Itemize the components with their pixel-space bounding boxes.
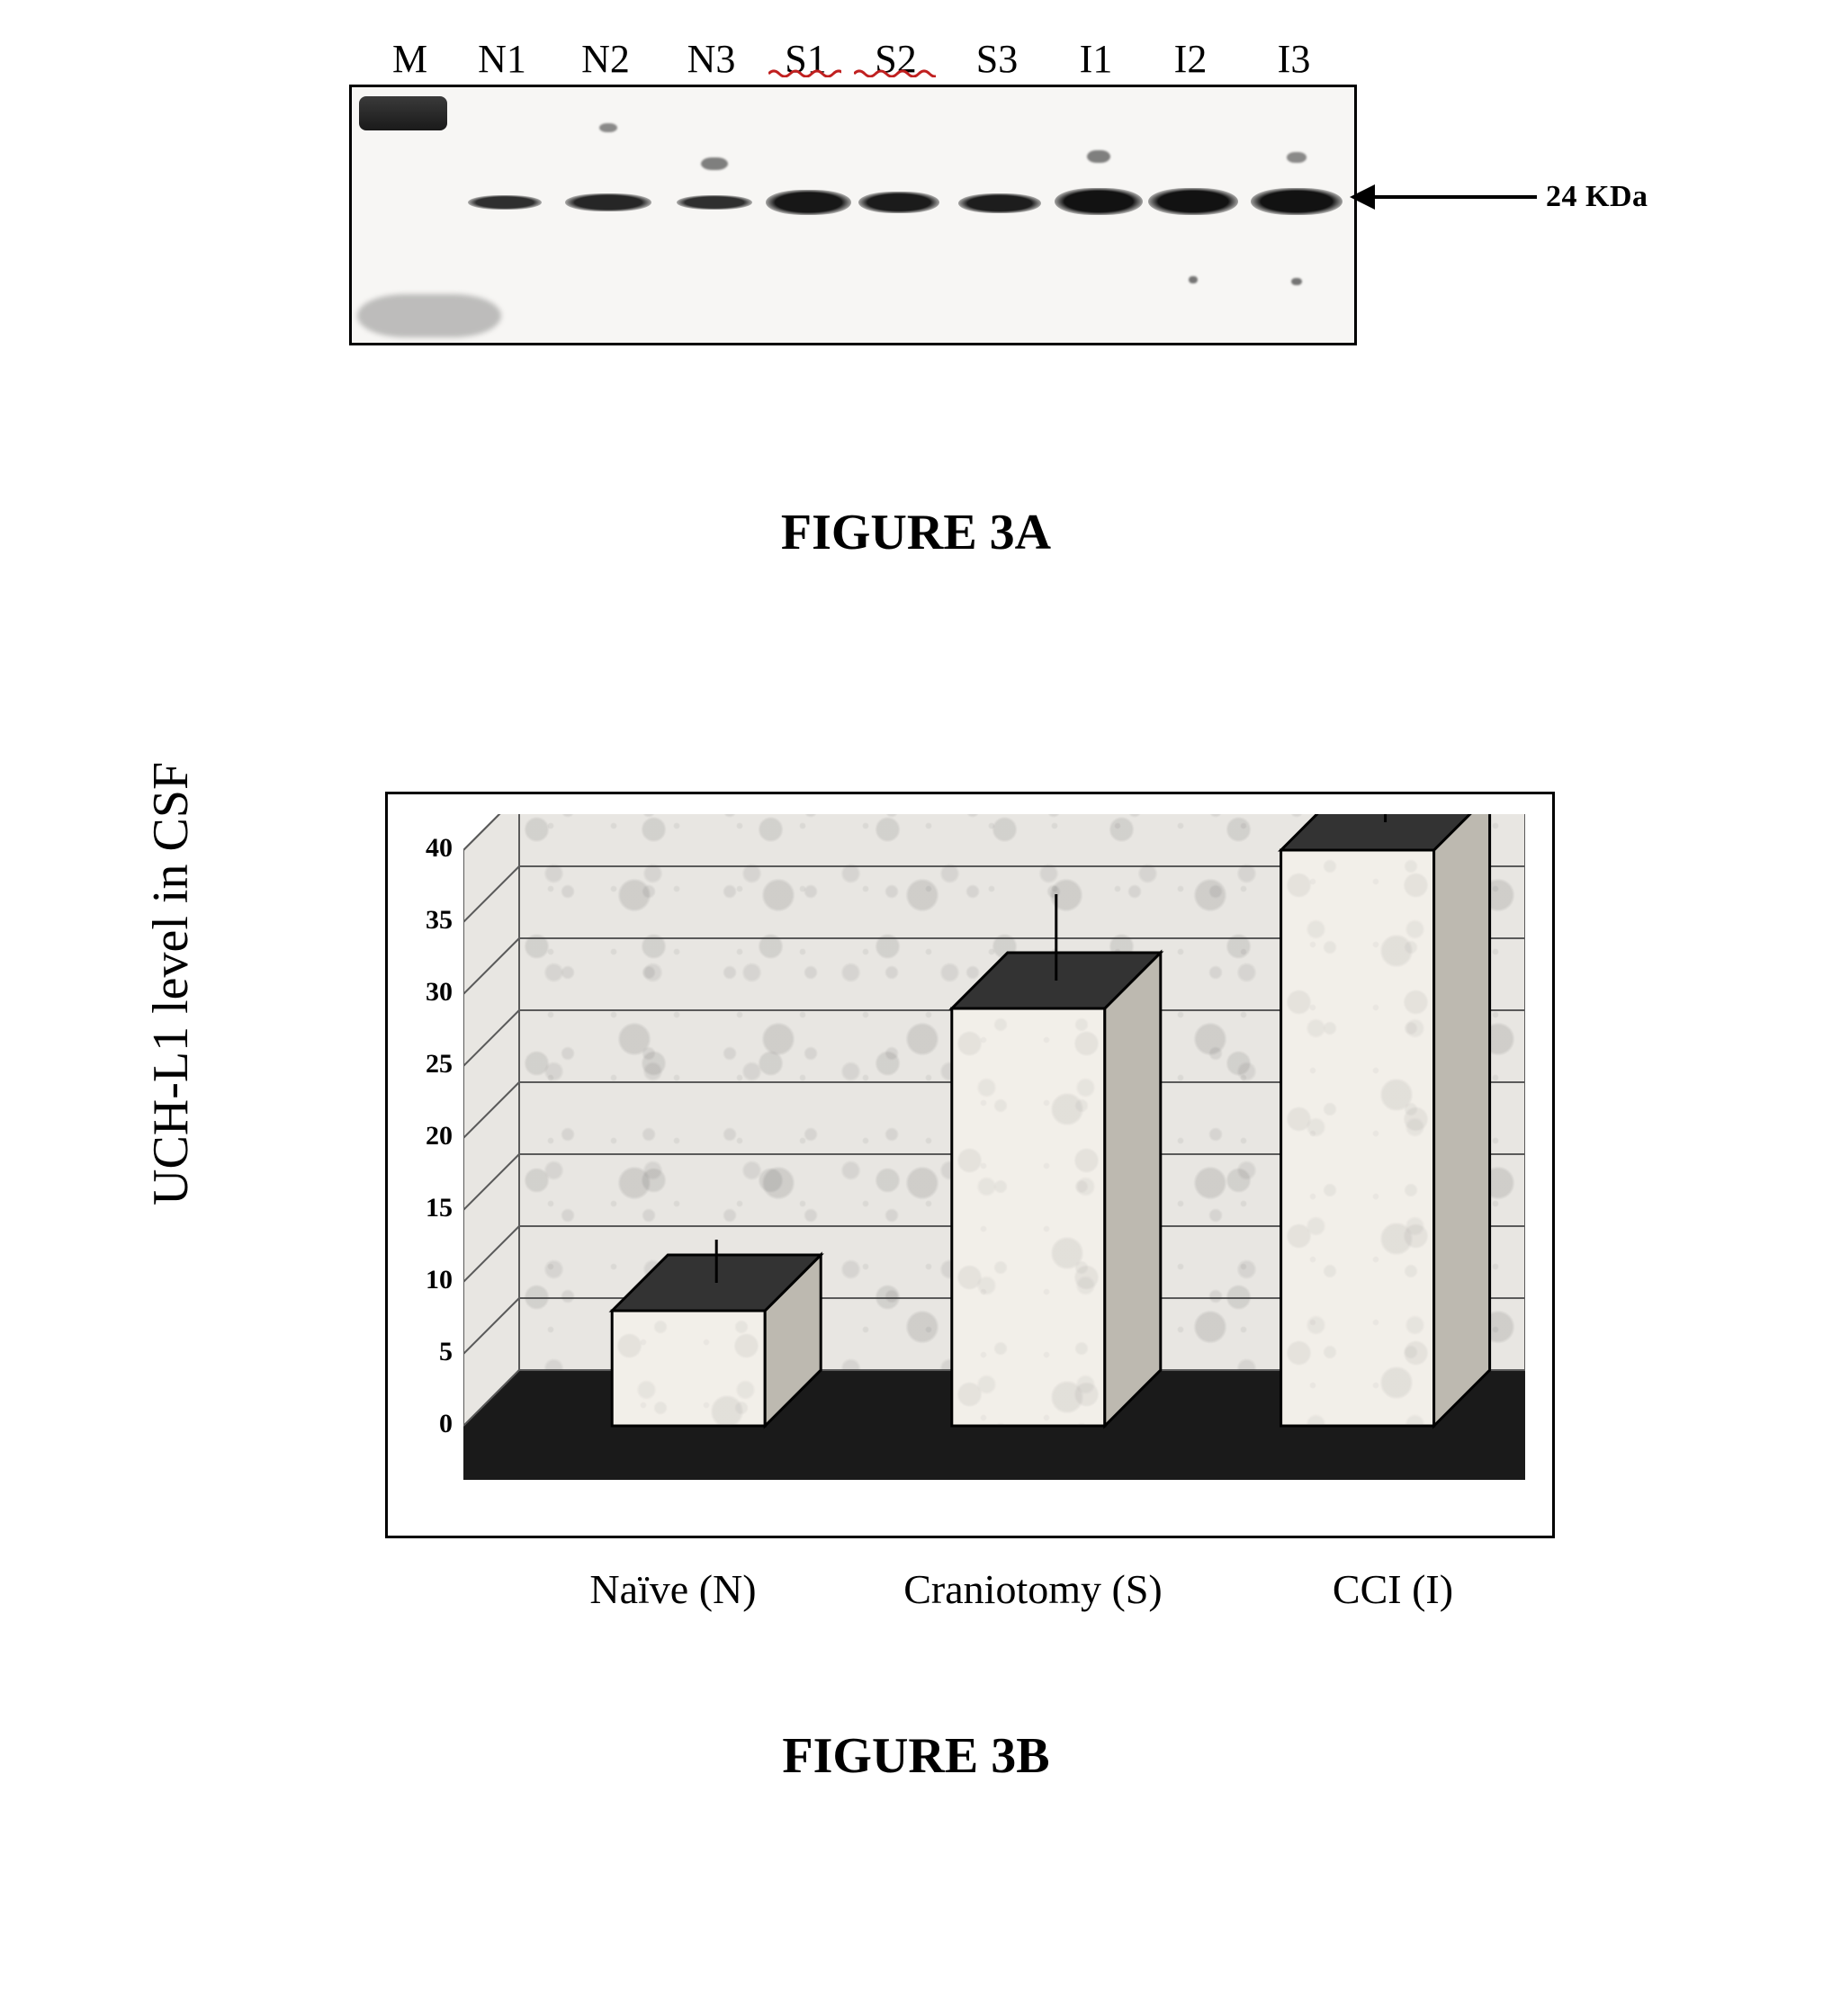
chart-bar	[952, 953, 1161, 1426]
protein-band	[1055, 188, 1143, 215]
blot-lane-labels: MN1N2N3S1S2S3I1I2I3	[367, 36, 1357, 82]
figure-3a: MN1N2N3S1S2S3I1I2I3 24 KDa FIGURE 3A	[178, 36, 1654, 594]
chart-y-tick-label: 35	[399, 905, 453, 936]
figure-3b-caption: FIGURE 3B	[106, 1727, 1726, 1785]
chart-y-tick-label: 0	[399, 1409, 453, 1439]
lane-label: I2	[1141, 36, 1240, 82]
blot-smudge	[357, 294, 501, 337]
blot-speck	[1087, 150, 1110, 163]
protein-band	[858, 192, 939, 213]
chart-3d-grid	[463, 814, 1525, 1480]
chart-bar	[1281, 814, 1490, 1426]
chart-y-tick-label: 15	[399, 1193, 453, 1223]
lane-label: S2	[849, 36, 943, 82]
blot-speck	[1189, 276, 1198, 283]
molecular-weight-arrow: 24 KDa	[1375, 180, 1648, 214]
chart-y-tick-label: 20	[399, 1121, 453, 1151]
chart-category-label: CCI (I)	[1231, 1565, 1555, 1613]
chart-plot-area	[463, 814, 1525, 1480]
chart-y-tick-label: 5	[399, 1337, 453, 1367]
blot-speck	[599, 123, 617, 132]
blot-speck	[1287, 152, 1307, 163]
lane-label: N2	[552, 36, 660, 82]
chart-category-labels: Naïve (N) Craniotomy (S) CCI (I)	[385, 1565, 1555, 1613]
figure-3a-caption: FIGURE 3A	[178, 504, 1654, 561]
figure-3b: UCH-L1 level in CSF 0510152025303540 Naï…	[106, 774, 1726, 1817]
spellcheck-squiggle-icon	[768, 41, 841, 87]
chart-y-tick-label: 40	[399, 833, 453, 864]
spellcheck-squiggle-icon	[854, 41, 936, 87]
lane-label: N1	[453, 36, 552, 82]
arrow-shaft	[1375, 195, 1537, 199]
arrow-head-icon	[1350, 184, 1375, 210]
blot-inner	[352, 87, 1354, 343]
lane-label: I1	[1051, 36, 1141, 82]
chart-category-label: Naïve (N)	[511, 1565, 835, 1613]
chart-category-label: Craniotomy (S)	[871, 1565, 1195, 1613]
blot-frame	[349, 85, 1357, 345]
lane-label: S3	[943, 36, 1051, 82]
protein-band	[766, 190, 851, 215]
protein-band	[565, 193, 651, 211]
lane-label: S1	[763, 36, 849, 82]
lane-label: M	[367, 36, 453, 82]
chart-y-axis-label: UCH-L1 level in CSF	[142, 762, 200, 1205]
marker-band	[359, 96, 447, 130]
molecular-weight-label: 24 KDa	[1546, 180, 1648, 214]
protein-band	[677, 195, 752, 210]
chart-y-tick-label: 25	[399, 1049, 453, 1080]
lane-label: N3	[660, 36, 763, 82]
chart-y-tick-label: 30	[399, 977, 453, 1008]
chart-frame: 0 5 10 15 20 25 30 35 40	[385, 792, 1555, 1538]
blot-speck	[1291, 278, 1302, 285]
blot-speck	[701, 157, 728, 170]
protein-band	[468, 195, 542, 210]
lane-label: I3	[1240, 36, 1348, 82]
protein-band	[958, 193, 1041, 213]
chart-y-tick-label: 10	[399, 1265, 453, 1295]
protein-band	[1148, 188, 1238, 215]
protein-band	[1251, 188, 1343, 215]
